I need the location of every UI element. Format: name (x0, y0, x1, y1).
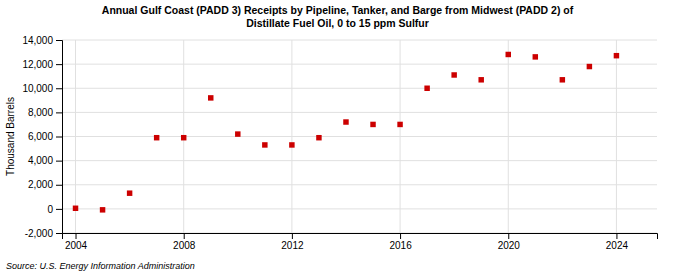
y-axis-tick: 12,000 (22, 59, 62, 70)
y-axis-tick-label: 4,000 (28, 155, 53, 166)
y-axis-tick-mark (56, 88, 62, 89)
point (289, 142, 294, 147)
x-grid-line (75, 40, 76, 233)
y-axis-tick-mark (56, 209, 62, 210)
y-axis: -2,000 0 2,000 4,000 6,000 8,000 10,000 12,000 1… (22, 35, 62, 239)
y-axis-tick-mark (56, 161, 62, 162)
y-grid-line (62, 160, 657, 161)
point (451, 72, 456, 77)
point (235, 131, 240, 136)
y-axis-tick-mark (56, 233, 62, 234)
y-axis-tick-mark (56, 64, 62, 65)
point (316, 135, 321, 140)
point (478, 77, 483, 82)
point (208, 95, 213, 100)
y-grid-line (62, 88, 657, 89)
point (506, 52, 511, 57)
x-axis-tick-label: 2008 (173, 240, 196, 251)
y-axis-tick-label: -2,000 (25, 228, 54, 239)
y-axis-tick: -2,000 (25, 228, 62, 239)
y-axis-tick-label: 6,000 (28, 131, 53, 142)
y-axis-tick: 10,000 (22, 83, 62, 94)
point (397, 122, 402, 127)
x-grid-line (400, 40, 401, 233)
point (100, 207, 105, 212)
x-axis-tick: 2016 (389, 233, 412, 251)
y-axis-title: Thousand Barrels (5, 97, 16, 176)
point (127, 190, 132, 195)
x-axis-tick-label: 2020 (498, 240, 521, 251)
y-grid-line (62, 136, 657, 137)
point (343, 119, 348, 124)
y-axis-tick: 6,000 (28, 131, 62, 142)
x-axis-tick: 2020 (498, 233, 521, 251)
y-grid-line (62, 64, 657, 65)
x-axis-tick-label: 2012 (281, 240, 304, 251)
y-axis-tick-label: 12,000 (22, 59, 53, 70)
x-axis-tick-mark (616, 233, 617, 239)
y-axis-tick-mark (56, 112, 62, 113)
x-axis-tick-mark (400, 233, 401, 239)
y-axis-tick-label: 10,000 (22, 83, 53, 94)
x-axis-tick: 2024 (606, 233, 629, 251)
point (262, 142, 267, 147)
x-axis-tick-mark (184, 233, 185, 239)
point (370, 122, 375, 127)
point (614, 53, 619, 58)
y-grid-line (62, 40, 657, 41)
y-axis-tick-label: 0 (47, 204, 53, 215)
annotation: Source: U.S. Energy Information Administ… (6, 261, 195, 271)
x-axis-tick: 2004 (65, 233, 88, 251)
y-axis-tick-label: 2,000 (28, 179, 53, 190)
y-axis-tick: 2,000 (28, 179, 62, 190)
y-grid-line (62, 112, 657, 113)
point (533, 54, 538, 59)
point (73, 206, 78, 211)
point (587, 64, 592, 69)
y-axis-tick-label: 8,000 (28, 107, 53, 118)
y-axis-tick-mark (56, 185, 62, 186)
x-axis-tick-mark (76, 233, 77, 239)
y-axis-tick: 14,000 (22, 35, 62, 46)
y-axis-tick: 4,000 (28, 155, 62, 166)
point (560, 77, 565, 82)
y-axis-tick-mark (56, 40, 62, 41)
x-axis-tick-mark (508, 233, 509, 239)
y-grid-line (62, 184, 657, 185)
point (181, 135, 186, 140)
plot-area: 2004 2008 2012 2016 2020 2024 -2,000 0 2,000 4,00… (22, 35, 657, 251)
grid (62, 40, 657, 233)
y-axis-tick-label: 14,000 (22, 35, 53, 46)
x-axis-line (63, 234, 658, 240)
x-grid-line (291, 40, 292, 233)
y-axis-tick: 0 (47, 204, 62, 215)
x-axis-tick-mark (292, 233, 293, 239)
x-axis-tick: 2008 (173, 233, 196, 251)
x-axis-tick-label: 2024 (606, 240, 629, 251)
points (73, 52, 619, 213)
title: Annual Gulf Coast (PADD 3) Receipts by P… (102, 4, 574, 29)
chart: 2004 2008 2012 2016 2020 2024 -2,000 0 2,000 4,00… (0, 0, 675, 275)
y-axis-line (56, 41, 63, 234)
x-grid-line (616, 40, 617, 233)
x-axis-tick-label: 2016 (389, 240, 412, 251)
x-axis: 2004 2008 2012 2016 2020 2024 (63, 233, 658, 251)
x-axis-tick-label: 2004 (65, 240, 88, 251)
y-axis-tick: 8,000 (28, 107, 62, 118)
x-axis-tick: 2012 (281, 233, 304, 251)
point (154, 135, 159, 140)
point (424, 86, 429, 91)
y-grid-line (62, 208, 657, 209)
x-grid-line (508, 40, 509, 233)
y-axis-tick-mark (56, 137, 62, 138)
